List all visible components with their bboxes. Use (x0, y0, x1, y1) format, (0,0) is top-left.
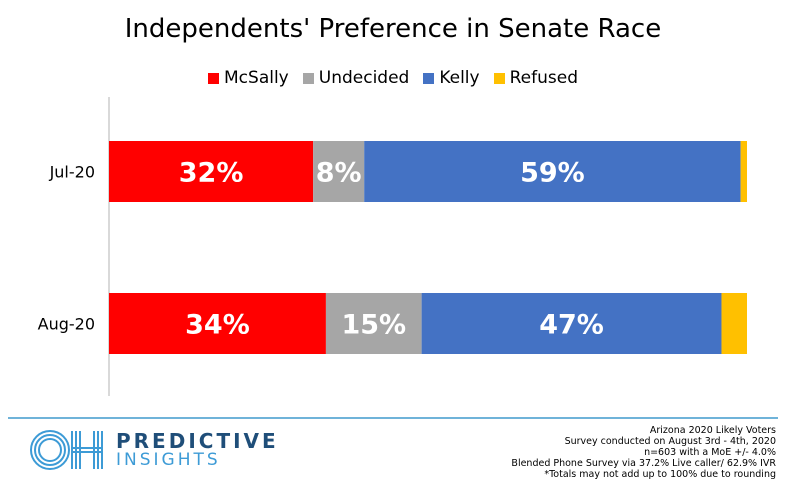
legend-swatch (423, 72, 435, 84)
legend-label: Refused (509, 68, 578, 88)
company-logo: PREDICTIVE INSIGHTS (28, 428, 279, 472)
bar-segment (740, 141, 747, 202)
chart-legend: McSally Undecided Kelly Refused (0, 68, 786, 88)
legend-swatch (208, 72, 220, 84)
bar-segment (364, 141, 741, 202)
note-line: Blended Phone Survey via 37.2% Live call… (511, 458, 776, 469)
legend-label: Undecided (318, 68, 410, 88)
legend-item: Refused (493, 68, 578, 88)
bar-segment (421, 293, 722, 354)
legend-item: Undecided (302, 68, 410, 88)
brand-subname: INSIGHTS (116, 449, 221, 470)
category-tick-label: Aug-20 (38, 315, 95, 334)
chart-title: Independents' Preference in Senate Race (124, 14, 662, 44)
legend-swatch (493, 72, 505, 84)
note-line: Survey conducted on August 3rd - 4th, 20… (564, 436, 776, 447)
bar-segment (109, 141, 314, 202)
legend-label: McSally (224, 68, 289, 88)
oh-logo-icon (30, 430, 103, 470)
data-label: 34% (185, 310, 250, 341)
category-tick-label: Jul-20 (49, 163, 95, 182)
footer-divider (8, 417, 778, 419)
data-label: 15% (341, 310, 406, 341)
note-line: n=603 with a MoE +/- 4.0% (644, 447, 776, 458)
note-line: *Totals may not add up to 100% due to ro… (544, 469, 776, 480)
data-label: 47% (539, 310, 604, 341)
bar-segment (721, 293, 747, 354)
note-line: Arizona 2020 Likely Voters (649, 425, 776, 436)
brand-name: PREDICTIVE (116, 428, 279, 453)
bar-segment (313, 141, 365, 202)
survey-notes: Arizona 2020 Likely Voters Survey conduc… (511, 425, 776, 480)
legend-label: Kelly (439, 68, 480, 88)
data-label: 32% (179, 158, 244, 189)
data-label: 8% (316, 158, 362, 189)
bar-segment (109, 293, 326, 354)
legend-swatch (302, 72, 314, 84)
bar-segment (325, 293, 422, 354)
legend-item: McSally (208, 68, 289, 88)
data-label: 59% (520, 158, 585, 189)
legend-item: Kelly (423, 68, 480, 88)
